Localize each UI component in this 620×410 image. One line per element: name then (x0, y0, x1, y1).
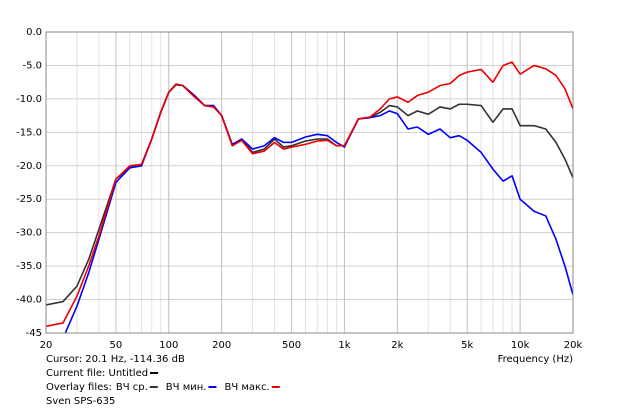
y-tick-label: -5.0 (22, 60, 42, 71)
y-tick-label: -45 (26, 328, 42, 339)
device-name: Sven SPS-635 (46, 396, 115, 407)
overlay-label: Overlay files: (46, 382, 112, 393)
plot-area (46, 32, 573, 333)
x-tick-label: 20 (40, 340, 53, 351)
series-line (46, 61, 573, 328)
legend: Overlay files: ВЧ ср. ВЧ мин. ВЧ макс. (46, 382, 280, 393)
current-file: Current file: Untitled (46, 368, 148, 379)
y-tick-label: -20.0 (16, 161, 42, 172)
x-axis-label: Frequency (Hz) (498, 354, 574, 365)
y-tick-label: -10.0 (16, 94, 42, 105)
x-tick-label: 5k (461, 340, 473, 351)
grid (45, 31, 574, 334)
x-tick-label: 10k (511, 340, 530, 351)
x-tick-label: 100 (159, 340, 178, 351)
x-tick-label: 2k (391, 340, 403, 351)
legend-label: ВЧ мин. (166, 382, 207, 393)
legend-label: ВЧ макс. (224, 382, 269, 393)
x-tick-label: 20k (564, 340, 583, 351)
legend-label: ВЧ ср. (116, 382, 148, 393)
y-tick-label: -15.0 (16, 127, 42, 138)
y-tick-label: -40.0 (16, 295, 42, 306)
x-tick-label: 50 (110, 340, 123, 351)
x-tick-label: 1k (338, 340, 350, 351)
plot-border (45, 31, 574, 334)
y-tick-label: -30.0 (16, 228, 42, 239)
y-tick-label: -35.0 (16, 261, 42, 272)
y-tick-label: 0.0 (26, 27, 42, 38)
x-tick-label: 500 (282, 340, 301, 351)
lines (46, 61, 573, 333)
x-tick-label: 200 (212, 340, 231, 351)
y-tick-label: -25.0 (16, 194, 42, 205)
cursor-readout: Cursor: 20.1 Hz, -114.36 dB (46, 354, 185, 365)
